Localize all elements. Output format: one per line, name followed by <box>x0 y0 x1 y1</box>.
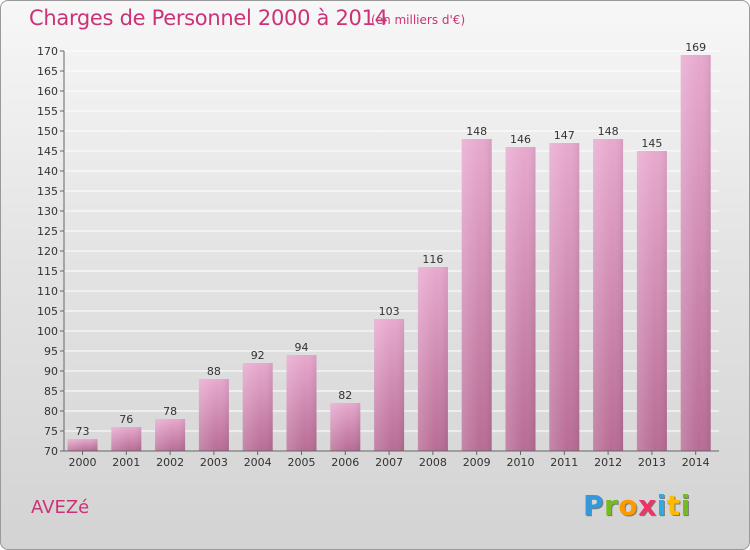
bar-value-label: 116 <box>422 253 443 266</box>
y-tick-label: 125 <box>37 225 58 238</box>
bar-value-label: 92 <box>251 349 265 362</box>
logo-letter: P <box>583 489 605 522</box>
bar-value-label: 148 <box>598 125 619 138</box>
bar-value-label: 88 <box>207 365 221 378</box>
y-tick-label: 105 <box>37 305 58 318</box>
y-tick-label: 145 <box>37 145 58 158</box>
bar-value-label: 146 <box>510 133 531 146</box>
bar-shade <box>242 363 273 451</box>
bar-value-label: 94 <box>295 341 309 354</box>
bar-shade <box>111 427 142 451</box>
bar-value-label: 148 <box>466 125 487 138</box>
bar-shade <box>374 319 405 451</box>
bar-shade <box>286 355 317 451</box>
data-labels: 73 76 78 88 92 94 82 103 116 148 146 147 148 145 169 <box>76 41 707 438</box>
y-tick-label: 115 <box>37 265 58 278</box>
logo-letter: o <box>618 489 639 522</box>
x-tick-label: 2012 <box>594 456 622 469</box>
x-tick-label: 2014 <box>682 456 710 469</box>
bar-value-label: 169 <box>685 41 706 54</box>
y-tick-label: 135 <box>37 185 58 198</box>
bar-value-label: 78 <box>163 405 177 418</box>
commune-name: AVEZé <box>31 497 90 518</box>
x-tick-label: 2009 <box>463 456 491 469</box>
x-tick-label: 2003 <box>200 456 228 469</box>
y-tick-label: 80 <box>44 405 58 418</box>
bar-shade <box>680 55 711 451</box>
x-tick-label: 2013 <box>638 456 666 469</box>
y-tick-label: 140 <box>37 165 58 178</box>
y-tick-label: 150 <box>37 125 58 138</box>
y-tick-label: 90 <box>44 365 58 378</box>
y-tick-label: 155 <box>37 105 58 118</box>
bar-value-label: 103 <box>379 305 400 318</box>
x-tick-label: 2010 <box>507 456 535 469</box>
x-tick-label: 2002 <box>156 456 184 469</box>
bars <box>67 55 711 451</box>
bar-value-label: 82 <box>338 389 352 402</box>
unit-note: (en milliers d'€) <box>371 13 466 27</box>
logo-letter: x <box>638 489 657 522</box>
logo-letter: r <box>604 489 619 522</box>
x-tick-label: 2006 <box>331 456 359 469</box>
y-tick-label: 100 <box>37 325 58 338</box>
chart-title: Charges de Personnel 2000 à 2014 <box>29 6 388 30</box>
bar-shade <box>198 379 229 451</box>
bar-shade <box>417 267 448 451</box>
y-tick-label: 85 <box>44 385 58 398</box>
bar-shade <box>67 439 98 451</box>
logo-letter: t <box>666 489 681 522</box>
y-tick-label: 110 <box>37 285 58 298</box>
bar-shade <box>593 139 624 451</box>
y-tick-label: 120 <box>37 245 58 258</box>
x-axis: 2000 2001 2002 2003 2004 2005 2006 2007 2008 2009… <box>64 450 719 469</box>
logo-letter: i <box>656 489 667 522</box>
x-tick-label: 2011 <box>550 456 578 469</box>
y-tick-label: 170 <box>37 45 58 58</box>
y-axis: 70 75 80 85 90 95 100 105 110 115 120 125 130 135 140 1… <box>37 45 65 458</box>
bar-value-label: 73 <box>76 425 90 438</box>
y-tick-label: 130 <box>37 205 58 218</box>
bar-shade <box>330 403 361 451</box>
bar-value-label: 145 <box>641 137 662 150</box>
x-tick-label: 2008 <box>419 456 447 469</box>
bar-shade <box>636 151 667 451</box>
bar-shade <box>155 419 186 451</box>
x-tick-label: 2007 <box>375 456 403 469</box>
bar-value-label: 76 <box>119 413 133 426</box>
bar-shade <box>549 143 580 451</box>
x-tick-label: 2005 <box>288 456 316 469</box>
y-tick-label: 75 <box>44 425 58 438</box>
bar-shade <box>505 147 536 451</box>
x-tick-label: 2001 <box>112 456 140 469</box>
y-tick-label: 160 <box>37 85 58 98</box>
bar-value-label: 147 <box>554 129 575 142</box>
y-tick-label: 165 <box>37 65 58 78</box>
y-tick-label: 95 <box>44 345 58 358</box>
y-tick-label: 70 <box>44 445 58 458</box>
bar-shade <box>461 139 492 451</box>
x-tick-label: 2000 <box>69 456 97 469</box>
logo-letter: i <box>680 489 691 522</box>
proxiti-logo: Proxiti <box>583 489 691 522</box>
x-tick-label: 2004 <box>244 456 272 469</box>
